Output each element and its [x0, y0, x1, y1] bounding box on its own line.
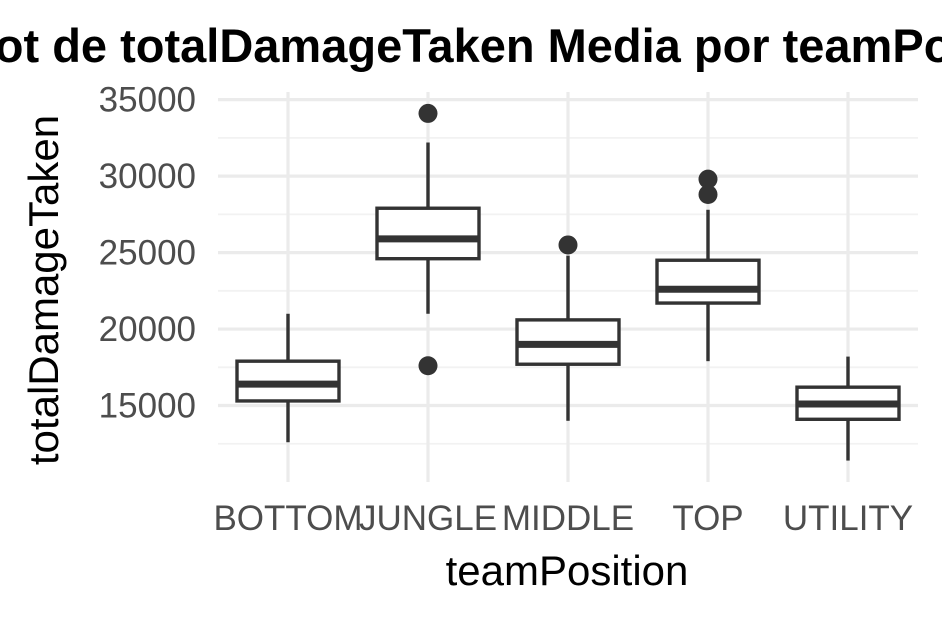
y-tick-label: 35000 — [99, 81, 196, 120]
x-tick-label: JUNGLE — [359, 499, 497, 538]
box-middle — [515, 235, 621, 421]
y-tick-label: 20000 — [99, 310, 196, 349]
box-utility — [795, 356, 901, 461]
iqr-box — [375, 206, 481, 261]
outlier-point — [558, 235, 578, 255]
y-axis-title: totalDamageTaken — [20, 115, 67, 465]
box-bottom — [235, 313, 341, 443]
y-tick-label: 15000 — [99, 387, 196, 426]
box-layer — [235, 103, 901, 461]
iqr-box — [655, 258, 761, 305]
y-tick-label: 25000 — [99, 234, 196, 273]
y-tick-label: 30000 — [99, 157, 196, 196]
box-jungle — [375, 103, 481, 376]
chart-title: Boxplot de totalDamageTaken Media por te… — [0, 19, 942, 72]
outlier-point — [698, 184, 718, 204]
x-tick-label: UTILITY — [783, 499, 913, 538]
outlier-point — [698, 169, 718, 189]
outlier-point — [418, 356, 438, 376]
x-tick-label: TOP — [672, 499, 743, 538]
x-axis-title: teamPosition — [446, 547, 689, 594]
outlier-point — [418, 103, 438, 123]
x-tick-label: MIDDLE — [502, 499, 634, 538]
x-tick-label: BOTTOM — [213, 499, 362, 538]
box-top — [655, 169, 761, 362]
